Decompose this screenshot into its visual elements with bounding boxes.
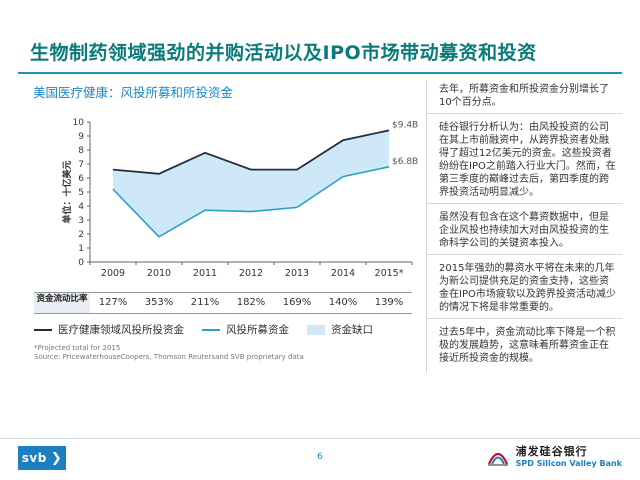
legend-item-raised: 风投所募资金 xyxy=(202,322,289,337)
commentary-panel: 去年，所募资金和所投资金分别增长了10个百分点。 硅谷银行分析认为：由风投投资的… xyxy=(426,80,622,373)
commentary-paragraph: 硅谷银行分析认为：由风投投资的公司在其上市前融资中，从跨界投资者处融得了超过12… xyxy=(427,118,622,204)
y-tick-label: 3 xyxy=(78,216,84,226)
ratio-cell: 140% xyxy=(328,297,358,308)
funding-gap-area xyxy=(113,130,389,237)
y-tick-label: 8 xyxy=(78,146,84,156)
ratio-cell: 169% xyxy=(282,297,312,308)
commentary-paragraph: 过去5年中，资金流动比率下降是一个积极的发展趋势，这意味着所募资金正在接近所投资… xyxy=(439,327,616,364)
legend-swatch xyxy=(34,328,52,331)
projected-note: *Projected total for 2015 xyxy=(34,344,121,352)
ratio-cell: 182% xyxy=(236,297,266,308)
x-tick-label: 2015* xyxy=(375,268,404,279)
end-value-label: $6.8B xyxy=(392,157,418,167)
legend-item-invested: 医疗健康领域风投所投资金 xyxy=(34,322,184,337)
y-tick-label: 5 xyxy=(78,188,84,198)
ratio-cell: 353% xyxy=(144,297,174,308)
y-tick-label: 10 xyxy=(73,118,85,128)
x-tick-label: 2014 xyxy=(331,268,355,279)
y-tick-label: 4 xyxy=(78,202,84,212)
y-axis-label: 单位：十亿美元 xyxy=(61,160,73,223)
x-tick-label: 2011 xyxy=(193,268,217,279)
chart-legend: 医疗健康领域风投所投资金 风投所募资金 资金缺口 xyxy=(34,322,414,337)
legend-swatch xyxy=(307,324,325,335)
ratio-cell: 139% xyxy=(374,297,404,308)
footer-divider xyxy=(0,438,640,439)
y-tick-label: 7 xyxy=(78,160,84,170)
page-number: 6 xyxy=(317,452,323,462)
legend-label: 风投所募资金 xyxy=(226,324,289,336)
ratio-cell: 127% xyxy=(98,297,128,308)
spd-svb-brand: 浦发硅谷银行 SPD Silicon Valley Bank xyxy=(486,442,622,468)
x-tick-label: 2009 xyxy=(101,268,125,279)
end-value-label: $9.4B xyxy=(392,120,418,130)
y-tick-label: 2 xyxy=(78,230,84,240)
commentary-paragraph: 2015年强劲的募资水平将在未来的几年为新公司提供充足的资金支持，这些资金在IP… xyxy=(427,259,622,319)
brand-name-en: SPD Silicon Valley Bank xyxy=(515,458,622,468)
legend-label: 医疗健康领域风投所投资金 xyxy=(58,324,184,336)
legend-label: 资金缺口 xyxy=(331,324,373,336)
x-tick-label: 2012 xyxy=(239,268,263,279)
commentary-paragraph: 虽然没有包含在这个募资数据中，但是企业风投也持续加大对由风投投资的生命科学公司的… xyxy=(427,208,622,255)
spd-svb-logo-icon xyxy=(487,452,508,466)
commentary-paragraph: 去年，所募资金和所投资金分别增长了10个百分点。 xyxy=(427,80,622,114)
ratio-header: 资金流动比率 xyxy=(34,293,90,313)
legend-swatch xyxy=(202,328,220,331)
svb-logo: svb ❯ xyxy=(18,446,66,470)
y-tick-label: 0 xyxy=(78,258,84,268)
chart-footnotes: *Projected total for 2015 Source: Pricew… xyxy=(34,344,304,362)
y-tick-label: 9 xyxy=(78,132,84,142)
x-tick-label: 2013 xyxy=(285,268,309,279)
brand-name-cn: 浦发硅谷银行 xyxy=(515,444,588,458)
ratio-table: 资金流动比率 127% 353% 211% 182% 169% 140% 139… xyxy=(34,292,412,314)
legend-item-gap: 资金缺口 xyxy=(307,322,373,337)
x-tick-label: 2010 xyxy=(147,268,171,279)
chevron-right-icon: ❯ xyxy=(50,450,63,466)
y-tick-label: 1 xyxy=(78,244,84,254)
y-tick-label: 6 xyxy=(78,174,84,184)
title-divider xyxy=(18,72,622,74)
chart-subtitle: 美国医疗健康：风投所募和所投资金 xyxy=(33,85,234,100)
source-note: Source: PricewaterhouseCoopers, Thomson … xyxy=(34,353,304,361)
ratio-cell: 211% xyxy=(190,297,220,308)
svb-logo-text: svb xyxy=(21,451,47,465)
page-title: 生物制药领域强劲的并购活动以及IPO市场带动募资和投资 xyxy=(30,42,537,64)
